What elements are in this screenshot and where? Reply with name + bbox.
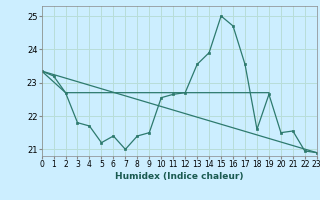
X-axis label: Humidex (Indice chaleur): Humidex (Indice chaleur): [115, 172, 244, 181]
